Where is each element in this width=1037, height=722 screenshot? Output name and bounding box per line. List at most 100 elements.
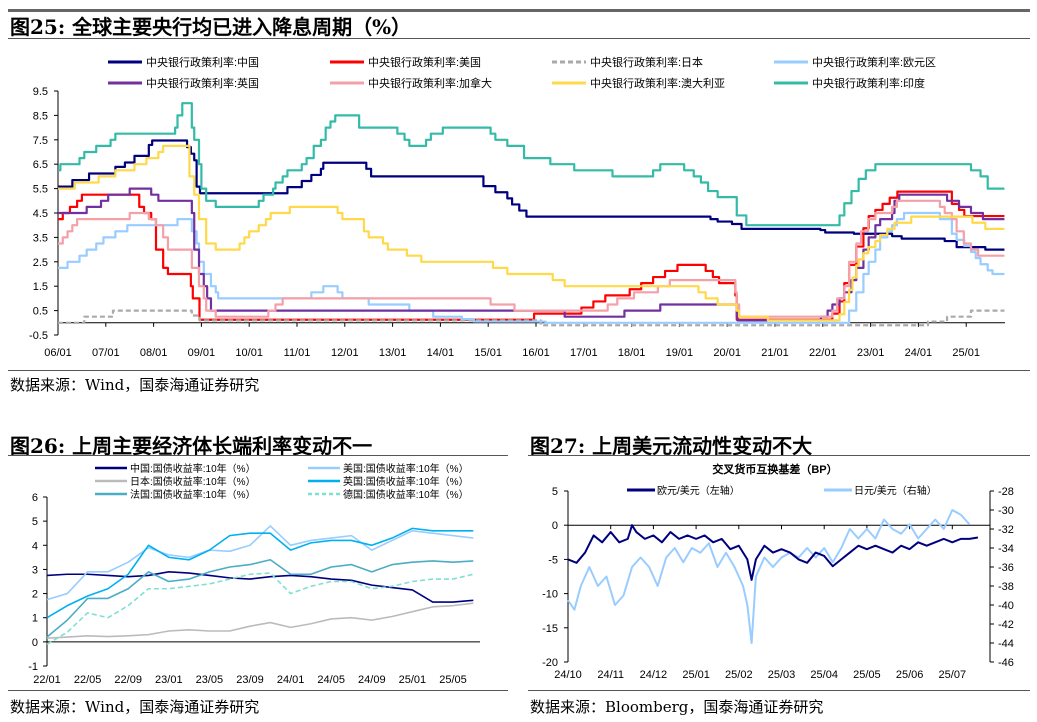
series-line-0	[567, 524, 979, 581]
series-line-4	[46, 558, 474, 638]
x-tick-label: 14/01	[427, 347, 455, 359]
x-tick-label: 15/01	[474, 347, 502, 359]
x-tick-label: 25/05	[439, 674, 467, 686]
y-tick-label: 4.5	[33, 208, 48, 220]
fig25-rule	[8, 38, 1030, 39]
right-y-tick-label: -40	[998, 600, 1014, 612]
legend-label: 日元/美元（右轴）	[854, 484, 937, 497]
y-tick-label: 5	[32, 516, 38, 528]
x-tick-label: 22/05	[74, 674, 102, 686]
left-y-tick-label: -5	[548, 554, 558, 566]
x-tick-label: 12/01	[331, 347, 359, 359]
right-y-tick-label: -36	[998, 562, 1014, 574]
chart-title: 交叉货币互换基差（BP）	[712, 462, 837, 476]
series-line-1	[46, 525, 474, 601]
top-rule	[8, 9, 1030, 12]
right-y-tick-label: -32	[998, 524, 1014, 536]
x-tick-label: 10/01	[235, 347, 263, 359]
fig27-source: 数据来源：Bloomberg，国泰海通证券研究	[530, 698, 824, 716]
y-tick-label: 3.5	[33, 232, 48, 244]
y-tick-label: 2	[32, 589, 38, 601]
x-tick-label: 16/01	[522, 347, 550, 359]
x-tick-label: 11/01	[284, 347, 311, 359]
x-tick-label: 24/05	[317, 674, 345, 686]
y-tick-label: 0	[32, 637, 38, 649]
legend-label: 中央银行政策利率:日本	[590, 55, 703, 69]
legend-label: 中央银行政策利率:英国	[146, 76, 259, 90]
left-y-tick-label: -10	[542, 589, 558, 601]
fig27-title: 图27: 上周美元流动性变动不大	[530, 434, 813, 458]
x-tick-label: 24/01	[905, 347, 933, 359]
x-tick-label: 25/05	[853, 669, 881, 681]
left-y-tick-label: 5	[552, 486, 558, 498]
x-tick-label: 18/01	[618, 347, 646, 359]
x-tick-label: 25/02	[725, 669, 753, 681]
x-tick-label: 24/12	[640, 669, 668, 681]
x-tick-label: 23/05	[196, 674, 224, 686]
x-tick-label: 19/01	[666, 347, 694, 359]
legend-label: 德国:国债收益率:10年（%）	[343, 488, 469, 501]
legend-label: 中央银行政策利率:加拿大	[368, 76, 492, 90]
x-tick-label: 24/01	[277, 674, 305, 686]
x-tick-label: 23/01	[857, 347, 885, 359]
legend-label: 中国:国债收益率:10年（%）	[130, 462, 256, 475]
x-tick-label: 07/01	[92, 347, 120, 359]
fig27-bottom-rule	[528, 690, 1030, 691]
series-line-1	[567, 509, 971, 644]
series-line-3	[58, 211, 1005, 324]
x-tick-label: 08/01	[140, 347, 168, 359]
x-tick-label: 25/07	[939, 669, 967, 681]
series-line-3	[46, 527, 474, 619]
legend-label: 中央银行政策利率:印度	[812, 76, 925, 90]
x-tick-label: 22/01	[809, 347, 837, 359]
x-tick-label: 25/04	[810, 669, 838, 681]
series-line-0	[46, 571, 474, 603]
y-tick-label: 6	[32, 492, 38, 504]
y-tick-label: -0.5	[29, 330, 48, 342]
series-line-5	[46, 572, 474, 645]
legend-label: 中央银行政策利率:中国	[146, 55, 259, 69]
x-tick-label: 24/09	[358, 674, 386, 686]
x-tick-label: 13/01	[379, 347, 407, 359]
x-tick-label: 25/03	[768, 669, 796, 681]
y-tick-label: 5.5	[33, 184, 48, 196]
fig26-title: 图26: 上周主要经济体长端利率变动不一	[10, 434, 373, 458]
legend-label: 日本:国债收益率:10年（%）	[130, 475, 256, 488]
x-tick-label: 22/09	[114, 674, 142, 686]
y-tick-label: -1	[28, 661, 38, 673]
x-tick-label: 22/01	[33, 674, 61, 686]
x-tick-label: 24/11	[597, 669, 624, 681]
x-tick-label: 25/01	[952, 347, 980, 359]
right-y-tick-label: -28	[998, 486, 1014, 498]
y-tick-label: 2.5	[33, 257, 48, 269]
series-line-7	[58, 102, 1005, 227]
fig25-source: 数据来源：Wind，国泰海通证券研究	[10, 376, 260, 394]
right-y-tick-label: -46	[998, 657, 1014, 669]
fig26-bottom-rule	[8, 690, 508, 691]
right-y-tick-label: -42	[998, 619, 1014, 631]
legend-label: 中央银行政策利率:澳大利亚	[590, 76, 725, 90]
fig25-title: 图25: 全球主要央行均已进入降息周期（%）	[10, 15, 412, 39]
x-tick-label: 25/06	[896, 669, 924, 681]
left-y-tick-label: 0	[552, 520, 558, 532]
y-tick-label: 6.5	[33, 159, 48, 171]
x-tick-label: 09/01	[188, 347, 216, 359]
right-y-tick-label: -30	[998, 505, 1014, 517]
fig25-bottom-rule	[8, 370, 1030, 371]
y-tick-label: 9.5	[33, 86, 48, 98]
x-tick-label: 06/01	[44, 347, 72, 359]
fig27-rule	[528, 455, 1030, 456]
series-line-2	[46, 602, 474, 640]
legend-label: 美国:国债收益率:10年（%）	[343, 462, 469, 475]
legend-label: 中央银行政策利率:欧元区	[812, 55, 936, 69]
series-line-0	[58, 139, 1005, 251]
right-y-tick-label: -38	[998, 581, 1014, 593]
right-y-tick-label: -44	[998, 638, 1014, 650]
y-tick-label: 8.5	[33, 110, 48, 122]
y-tick-label: 1.5	[33, 281, 48, 293]
x-tick-label: 20/01	[713, 347, 741, 359]
legend-label: 英国:国债收益率:10年（%）	[343, 475, 469, 488]
legend-label: 中央银行政策利率:美国	[368, 55, 481, 69]
left-y-tick-label: -15	[542, 623, 558, 635]
